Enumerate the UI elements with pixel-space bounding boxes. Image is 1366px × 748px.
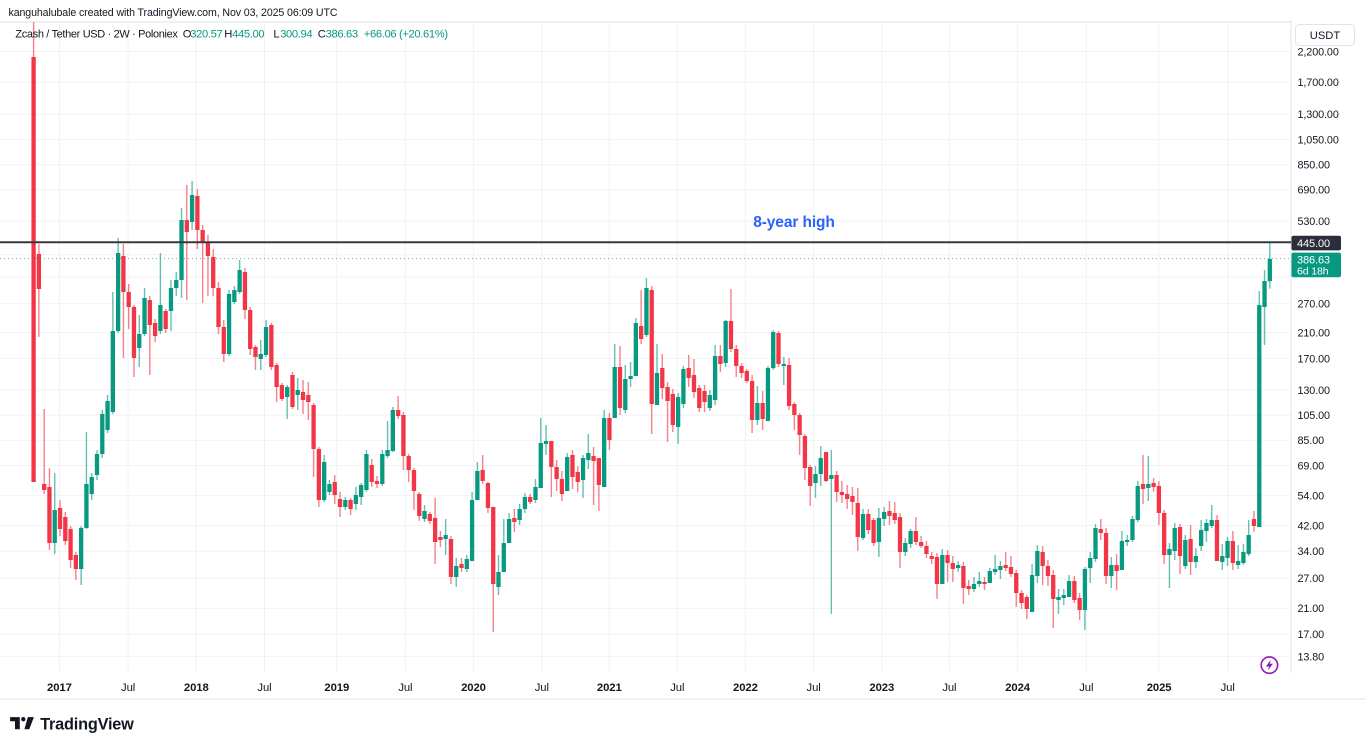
svg-text:Jul: Jul [535, 682, 549, 694]
svg-text:69.00: 69.00 [1298, 460, 1325, 472]
svg-text:Jul: Jul [257, 682, 271, 694]
svg-text:C: C [318, 29, 326, 41]
svg-text:42.00: 42.00 [1298, 520, 1325, 532]
svg-text:1,300.00: 1,300.00 [1298, 109, 1339, 121]
svg-text:Jul: Jul [1079, 682, 1093, 694]
svg-text:2,200.00: 2,200.00 [1298, 46, 1339, 58]
svg-text:386.63: 386.63 [326, 29, 358, 41]
svg-text:445.00: 445.00 [232, 29, 264, 41]
svg-text:+66.06 (+20.61%): +66.06 (+20.61%) [364, 29, 449, 41]
svg-text:TradingView: TradingView [40, 716, 134, 734]
svg-text:L: L [273, 29, 279, 41]
svg-text:O: O [183, 29, 192, 41]
svg-text:1,050.00: 1,050.00 [1298, 135, 1339, 147]
svg-text:Jul: Jul [670, 682, 684, 694]
svg-text:2021: 2021 [597, 682, 622, 694]
svg-text:850.00: 850.00 [1298, 160, 1331, 172]
svg-text:300.94: 300.94 [280, 29, 312, 41]
svg-text:130.00: 130.00 [1298, 385, 1331, 397]
svg-text:530.00: 530.00 [1298, 216, 1331, 228]
svg-text:Jul: Jul [1221, 682, 1235, 694]
svg-text:2018: 2018 [184, 682, 209, 694]
svg-text:Jul: Jul [942, 682, 956, 694]
svg-text:210.00: 210.00 [1298, 328, 1331, 340]
svg-text:13.80: 13.80 [1298, 651, 1325, 663]
svg-text:54.00: 54.00 [1298, 490, 1325, 502]
svg-text:2017: 2017 [47, 682, 72, 694]
svg-text:2022: 2022 [733, 682, 758, 694]
svg-text:Jul: Jul [121, 682, 135, 694]
svg-text:17.00: 17.00 [1298, 629, 1325, 641]
svg-text:170.00: 170.00 [1298, 353, 1331, 365]
svg-text:105.00: 105.00 [1298, 410, 1331, 422]
svg-text:8-year high: 8-year high [753, 214, 835, 231]
svg-text:1,700.00: 1,700.00 [1298, 77, 1339, 89]
svg-text:2019: 2019 [324, 682, 349, 694]
svg-text:2024: 2024 [1005, 682, 1031, 694]
svg-text:H: H [224, 29, 232, 41]
svg-text:445.00: 445.00 [1297, 238, 1330, 250]
svg-text:kanguhalubale created with Tra: kanguhalubale created with TradingView.c… [9, 7, 338, 19]
svg-text:34.00: 34.00 [1298, 546, 1325, 558]
svg-text:6d 18h: 6d 18h [1297, 265, 1329, 277]
svg-text:27.00: 27.00 [1298, 573, 1325, 585]
svg-text:85.00: 85.00 [1298, 435, 1325, 447]
svg-text:USDT: USDT [1310, 30, 1341, 42]
svg-text:Zcash / Tether USD · 2W · Polo: Zcash / Tether USD · 2W · Poloniex [15, 29, 178, 41]
svg-text:386.63: 386.63 [1297, 255, 1330, 267]
svg-text:Jul: Jul [398, 682, 412, 694]
svg-text:320.57: 320.57 [190, 29, 222, 41]
svg-text:2025: 2025 [1147, 682, 1172, 694]
svg-text:2020: 2020 [461, 682, 486, 694]
svg-text:270.00: 270.00 [1298, 298, 1331, 310]
svg-text:Jul: Jul [807, 682, 821, 694]
svg-text:21.00: 21.00 [1298, 603, 1325, 615]
svg-text:2023: 2023 [869, 682, 894, 694]
svg-text:690.00: 690.00 [1298, 185, 1331, 197]
